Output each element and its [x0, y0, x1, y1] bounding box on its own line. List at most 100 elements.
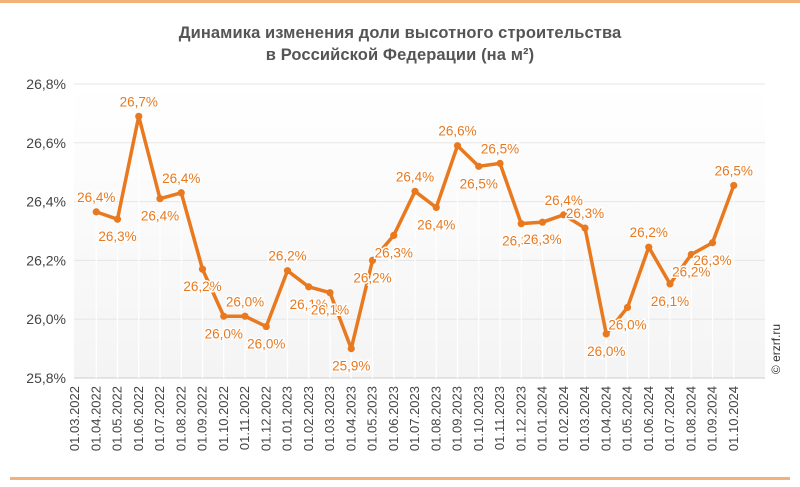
- data-point: [92, 208, 100, 216]
- data-label: 26,1%: [290, 297, 328, 312]
- data-point: [198, 265, 207, 273]
- data-label: 26,4%: [77, 190, 115, 205]
- data-label: 26,0%: [205, 326, 243, 341]
- data-point: [156, 195, 164, 203]
- data-point: [220, 312, 228, 320]
- y-tick-label: 26,0%: [26, 311, 66, 327]
- series-points: [92, 112, 738, 353]
- x-axis-ticks: 01.03.2022 01.04.2022 01.05.2022 01.06.2022…: [67, 386, 741, 451]
- data-label: 26,0%: [247, 337, 285, 352]
- x-tick-label: 01.05.2023: [365, 386, 380, 451]
- chart-title-line-1: Динамика изменения доли высотного строит…: [178, 24, 622, 42]
- x-tick-label: 01.04.2022: [88, 386, 103, 451]
- data-labels: 26,4%26,3%26,7%26,4%26,4%26,2%26,0%26,0%…: [76, 93, 755, 375]
- data-label: 26,0%: [226, 294, 264, 309]
- data-label: 26,2%: [672, 265, 710, 280]
- data-label: 26,2%: [268, 249, 306, 264]
- x-tick-label: 01.06.2022: [131, 386, 146, 451]
- bottom-accent-rule: [10, 477, 790, 480]
- x-tick-label: 01.07.2024: [662, 386, 677, 451]
- data-label: 26,2%: [183, 279, 221, 294]
- data-point: [453, 142, 462, 150]
- data-point: [538, 218, 547, 226]
- data-label: 26,4%: [417, 217, 455, 232]
- y-axis-ticks: 25,8% 26,0% 26,2% 26,4% 26,6% 26,8%: [26, 76, 66, 386]
- data-point: [113, 215, 122, 223]
- data-label: 26,2%: [353, 270, 391, 285]
- data-label: 26,5%: [715, 163, 753, 178]
- data-point: [262, 322, 270, 331]
- data-label: 26,0%: [608, 317, 646, 332]
- data-point: [475, 162, 483, 170]
- data-label: 26,4%: [162, 171, 200, 186]
- x-tick-label: 01.02.2023: [301, 386, 316, 451]
- data-label: 25,9%: [332, 359, 370, 374]
- plot-background: [74, 84, 765, 378]
- data-point: [135, 112, 143, 120]
- x-tick-label: 01.09.2023: [450, 386, 465, 451]
- data-label: 26,6%: [438, 124, 476, 139]
- data-point: [517, 220, 525, 228]
- data-point: [623, 303, 632, 312]
- x-tick-label: 01.10.2023: [471, 386, 486, 451]
- data-label: 26,3%: [375, 245, 413, 260]
- data-label: 26,7%: [120, 94, 158, 109]
- data-label: 26,3%: [523, 232, 561, 247]
- data-point: [368, 256, 377, 264]
- x-tick-label: 01.05.2022: [110, 386, 125, 451]
- data-label: 26,4%: [545, 193, 583, 208]
- y-tick-label: 25,8%: [26, 370, 66, 386]
- data-point: [602, 330, 610, 338]
- data-point: [432, 203, 440, 212]
- data-point: [411, 187, 419, 195]
- x-tick-label: 01.03.2024: [577, 386, 592, 451]
- x-tick-label: 01.09.2022: [195, 386, 210, 451]
- x-tick-label: 01.03.2023: [322, 386, 337, 451]
- data-point: [730, 181, 738, 190]
- data-point: [305, 283, 313, 291]
- x-tick-label: 01.02.2024: [556, 386, 571, 451]
- data-point: [560, 211, 568, 219]
- data-point: [241, 312, 249, 320]
- x-tick-label: 01.06.2023: [386, 386, 401, 451]
- data-label: 26,5%: [481, 141, 519, 156]
- data-label: 26,3%: [502, 234, 540, 249]
- data-point: [581, 224, 589, 232]
- y-tick-label: 26,4%: [26, 194, 66, 210]
- data-label: 26,2%: [630, 225, 668, 240]
- data-label: 26,4%: [396, 169, 434, 184]
- x-tick-label: 01.10.2024: [726, 386, 741, 451]
- y-tick-label: 26,8%: [26, 76, 66, 92]
- data-label: 26,1%: [651, 294, 689, 309]
- y-tick-label: 26,6%: [26, 135, 66, 151]
- data-label: 26,0%: [587, 344, 625, 359]
- x-tick-label: 01.06.2024: [641, 386, 656, 451]
- copyright-text: © erzrf.ru: [769, 323, 783, 375]
- data-label: 26,4%: [141, 209, 179, 224]
- x-tick-label: 01.01.2023: [280, 386, 295, 451]
- x-tick-label: 01.05.2024: [620, 386, 635, 451]
- y-tick-label: 26,2%: [26, 252, 66, 268]
- data-point: [496, 159, 504, 167]
- plot-area: [74, 84, 765, 378]
- x-tick-label: 01.08.2024: [683, 386, 698, 451]
- x-tick-label: 01.11.2023: [492, 386, 507, 450]
- data-point: [666, 280, 674, 288]
- data-point: [347, 345, 355, 353]
- data-label: 26,3%: [566, 206, 604, 221]
- data-point: [326, 289, 334, 297]
- data-label: 26,3%: [98, 229, 136, 244]
- data-point: [645, 243, 653, 251]
- x-tick-label: 01.10.2022: [216, 386, 231, 451]
- data-label: 26,5%: [460, 176, 498, 191]
- data-point: [283, 267, 292, 275]
- x-tick-label: 01.07.2023: [407, 386, 422, 451]
- x-tick-label: 01.11.2022: [237, 386, 252, 450]
- x-tick-label: 01.08.2023: [428, 386, 443, 451]
- top-accent-rule: [0, 0, 800, 3]
- x-tick-label: 01.08.2022: [173, 386, 188, 451]
- x-tick-label: 01.12.2023: [513, 386, 528, 451]
- gridlines: [74, 83, 765, 379]
- data-point: [390, 231, 398, 240]
